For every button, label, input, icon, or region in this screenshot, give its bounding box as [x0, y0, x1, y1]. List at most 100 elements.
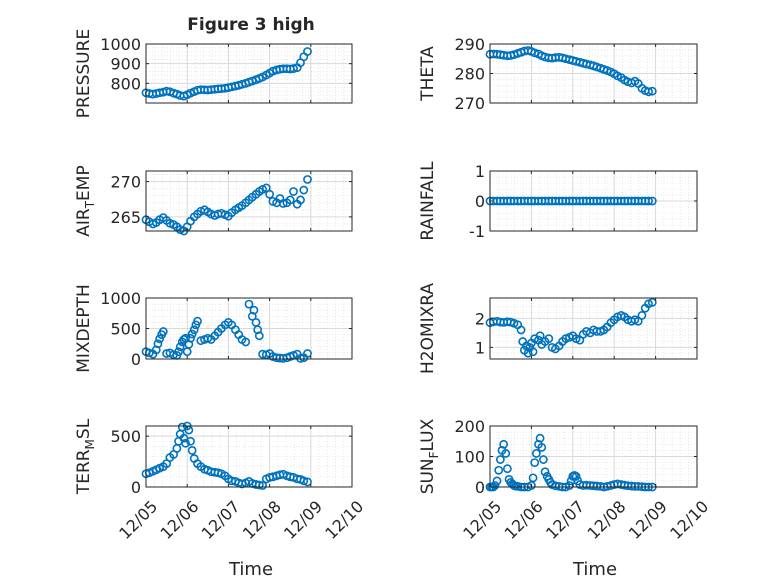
data-point	[501, 449, 511, 458]
y-axis-label-main: SUN	[418, 458, 438, 494]
x-tick-label: 12/05	[115, 497, 161, 543]
y-tick-label: 0	[475, 478, 485, 497]
data-series	[141, 47, 312, 101]
y-tick-label: 500	[110, 427, 141, 446]
y-tick-label: 200	[454, 417, 485, 436]
data-point	[647, 196, 657, 206]
x-tick-label: 12/06	[501, 497, 547, 543]
x-tick-label: 12/05	[459, 497, 505, 543]
data-point	[637, 311, 647, 320]
data-point	[502, 464, 512, 474]
data-point	[647, 297, 657, 307]
data-point	[537, 442, 547, 452]
y-tick-label: 1	[475, 162, 485, 181]
y-tick-label: 1000	[100, 35, 141, 54]
y-axis-label-subscript: F	[427, 451, 441, 458]
subplot-5: 0 500 1000 MIXDEPTH	[74, 284, 353, 373]
y-axis-label-subscript: M	[83, 439, 97, 449]
data-point	[523, 348, 533, 358]
data-point	[153, 339, 163, 349]
y-tick-label: 1	[475, 338, 485, 357]
data-point	[644, 87, 653, 97]
y-axis-label: H2OMIXRA	[418, 283, 438, 374]
data-point	[244, 299, 254, 309]
subplot-6: 1 2 H2OMIXRA	[418, 283, 698, 374]
data-point	[644, 196, 653, 206]
y-tick-label: 270	[110, 173, 141, 192]
y-axis-label-main: RAINFALL	[418, 161, 438, 241]
y-axis-label-suffix: EMP	[74, 165, 94, 201]
subplot-4: -1 0 1 RAINFALL	[418, 161, 698, 241]
y-tick-label: 0	[475, 192, 485, 211]
data-point	[531, 449, 541, 458]
x-tick-label: 12/09	[625, 497, 671, 543]
y-axis-label: AIRTEMP	[74, 165, 97, 236]
y-axis-label-main: THETA	[418, 46, 438, 102]
axes-box	[145, 170, 353, 232]
data-point	[158, 327, 168, 336]
x-tick-label: 12/07	[542, 497, 588, 543]
y-axis-label-main: AIR	[74, 208, 94, 237]
data-point	[539, 455, 548, 464]
y-tick-label: 0	[131, 478, 141, 497]
data-point	[535, 331, 545, 341]
y-tick-label: 280	[454, 65, 485, 84]
figure-title: Figure 3 high	[187, 15, 315, 35]
y-tick-label: 2	[475, 309, 485, 328]
data-point	[187, 445, 197, 455]
data-point	[181, 438, 190, 448]
data-point	[189, 325, 199, 335]
data-point	[303, 175, 312, 184]
data-point	[258, 481, 267, 490]
y-axis-label: RAINFALL	[418, 161, 438, 241]
y-axis-label-main: H2OMIXRA	[418, 283, 438, 374]
data-point	[289, 64, 298, 73]
data-point	[303, 349, 312, 358]
subplot-2: 270 280 290 THETA	[418, 35, 698, 113]
data-point	[495, 455, 505, 464]
x-axis-label-left: Time	[228, 559, 273, 580]
data-point	[530, 48, 540, 58]
data-point	[303, 47, 312, 56]
y-tick-label: 290	[454, 35, 485, 54]
data-point	[494, 465, 504, 475]
data-point	[296, 353, 305, 363]
x-tick-label: 12/10	[666, 497, 712, 543]
data-point	[303, 477, 312, 487]
data-point	[544, 334, 554, 344]
axes-box	[489, 297, 698, 360]
data-point	[241, 337, 251, 347]
y-axis-label: THETA	[418, 46, 438, 102]
data-point	[492, 476, 502, 486]
data-point	[175, 342, 185, 352]
data-point	[289, 187, 298, 196]
data-series	[485, 46, 657, 97]
y-axis-label: MIXDEPTH	[74, 284, 94, 373]
data-point	[528, 473, 538, 483]
y-axis-label-main: MIXDEPTH	[74, 284, 94, 373]
data-point	[571, 471, 581, 481]
data-point	[186, 333, 195, 343]
x-tick-label: 12/09	[280, 497, 326, 543]
data-point	[187, 329, 197, 339]
x-tick-label: 12/08	[583, 497, 629, 543]
data-point	[516, 325, 526, 335]
y-tick-label: 265	[110, 208, 141, 227]
data-point	[647, 86, 657, 96]
axes-box	[145, 43, 353, 104]
data-point	[186, 436, 195, 446]
data-point	[285, 195, 295, 205]
x-tick-label: 12/10	[321, 497, 367, 543]
x-tick-label: 12/07	[198, 497, 244, 543]
data-point	[530, 458, 540, 467]
data-point	[299, 185, 309, 195]
data-point	[490, 481, 500, 490]
y-tick-label: -1	[469, 222, 485, 241]
x-axis-label-right: Time	[572, 559, 617, 580]
x-tick-label: 12/06	[156, 497, 202, 543]
y-axis-label-suffix: SL	[74, 418, 94, 439]
data-point	[155, 334, 164, 344]
data-point	[535, 433, 545, 443]
y-axis-label: PRESSURE	[74, 29, 94, 118]
